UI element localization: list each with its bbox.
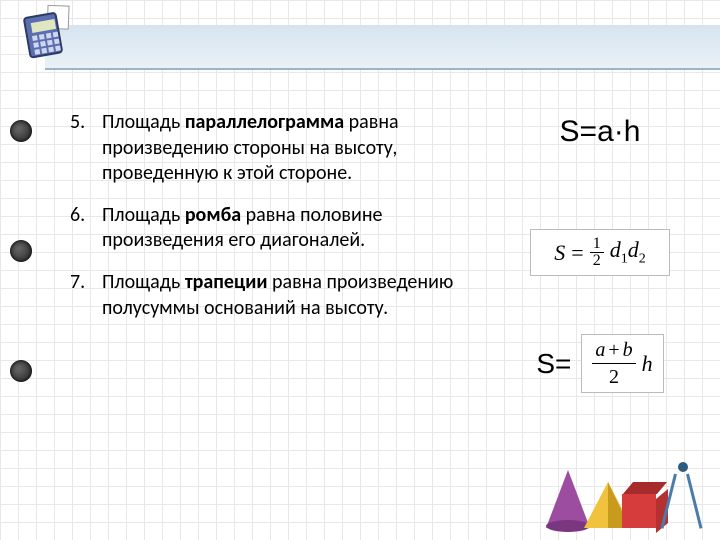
text-prefix: Площадь xyxy=(102,110,185,134)
header-bar xyxy=(45,25,720,70)
list-item: Площадь трапеции равна произведению полу… xyxy=(70,270,470,321)
calculator-icon xyxy=(18,7,70,64)
formula-parallelogram: S=a·h xyxy=(500,115,700,149)
definition-list: Площадь параллелограмма равна произведен… xyxy=(70,110,470,321)
formula-rhombus: S = 1 2 d1 d2 xyxy=(530,229,670,276)
term-d1: d1 xyxy=(610,237,628,267)
formula-trapezoid: S= a+b 2 h xyxy=(500,334,700,393)
formulas-column: S=a·h S = 1 2 d1 d2 S= a+b 2 h xyxy=(500,115,700,393)
label-s-equals: S= xyxy=(536,348,571,380)
denominator: 2 xyxy=(590,253,604,269)
binder-hole xyxy=(10,240,32,262)
text-content: Площадь параллелограмма равна произведен… xyxy=(70,110,470,337)
text-bold: трапеции xyxy=(185,270,268,294)
numerator: a+b xyxy=(592,339,635,364)
binder-hole xyxy=(10,120,32,142)
fraction-half: 1 2 xyxy=(590,236,604,269)
list-item: Площадь ромба равна половине произведени… xyxy=(70,203,470,254)
text-bold: ромба xyxy=(185,203,241,227)
fraction-ab2: a+b 2 xyxy=(592,339,635,388)
list-item: Площадь параллелограмма равна произведен… xyxy=(70,110,470,187)
denominator: 2 xyxy=(606,364,622,388)
term-d2: d2 xyxy=(628,237,646,267)
formula-box: a+b 2 h xyxy=(581,334,663,393)
numerator: 1 xyxy=(590,236,604,253)
text-prefix: Площадь xyxy=(102,203,185,227)
geometric-shapes-icon xyxy=(546,444,706,534)
symbol-eq: = xyxy=(571,240,583,266)
term-h: h xyxy=(642,351,653,377)
text-prefix: Площадь xyxy=(102,270,185,294)
symbol-s: S xyxy=(554,240,565,266)
text-bold: параллелограмма xyxy=(185,110,344,134)
binder-hole xyxy=(10,360,32,382)
